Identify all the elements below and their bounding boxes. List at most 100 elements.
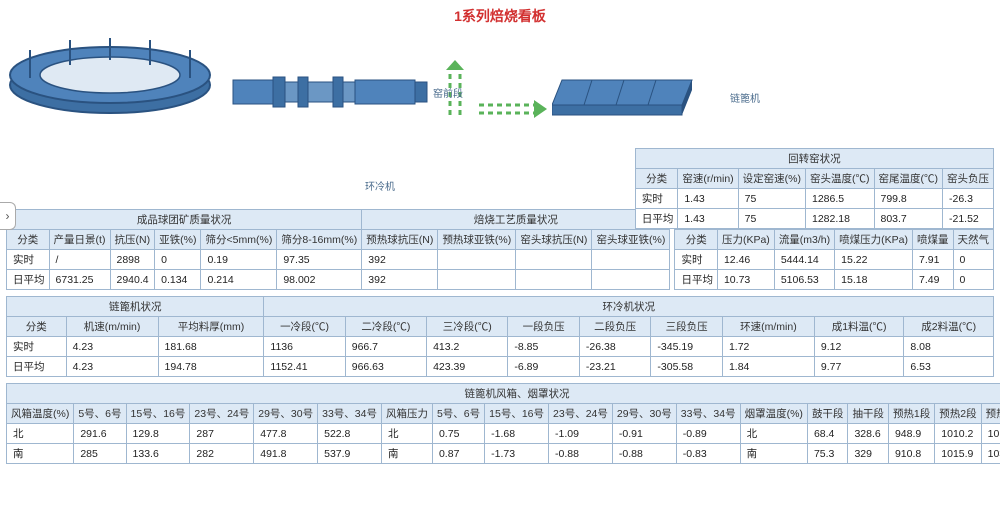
ring-title: 环冷机状况 — [264, 297, 994, 317]
cell: 966.7 — [345, 337, 426, 357]
cell: 2940.4 — [110, 270, 155, 290]
grate-title: 链篦机状况 — [7, 297, 264, 317]
cell: 966.63 — [345, 357, 426, 377]
cell: 4.23 — [66, 337, 158, 357]
cell: 0.87 — [432, 444, 484, 464]
cell: -6.89 — [508, 357, 580, 377]
cell: 0.214 — [201, 270, 277, 290]
col-header: 33号、34号 — [318, 404, 382, 424]
col-header: 设定窑速(%) — [738, 169, 805, 189]
cell: 8.08 — [904, 337, 994, 357]
col-header: 预热2段 — [981, 404, 1000, 424]
cell: 97.35 — [277, 250, 362, 270]
cell: 910.8 — [888, 444, 934, 464]
cell: -0.89 — [676, 424, 740, 444]
col-header: 风箱压力 — [381, 404, 432, 424]
cell: 75.3 — [807, 444, 848, 464]
col-header: 喷煤量 — [913, 230, 954, 250]
cell: 75 — [738, 209, 805, 229]
cell: -21.52 — [943, 209, 994, 229]
col-header: 筛分<5mm(%) — [201, 230, 277, 250]
cell: 282 — [190, 444, 254, 464]
col-header: 预热2段 — [935, 404, 981, 424]
cell: -345.19 — [651, 337, 723, 357]
col-header: 分类 — [635, 169, 678, 189]
cell: -305.58 — [651, 357, 723, 377]
col-header: 窑速(r/min) — [678, 169, 738, 189]
cell: 392 — [362, 270, 438, 290]
cell: 194.78 — [158, 357, 264, 377]
col-header: 分类 — [7, 230, 50, 250]
col-header: 一冷段(℃) — [264, 317, 345, 337]
cell: 实时 — [675, 250, 718, 270]
cell: -26.3 — [943, 189, 994, 209]
cell: 1136 — [264, 337, 345, 357]
cell: 日平均 — [635, 209, 678, 229]
cell — [516, 250, 592, 270]
cell: 1.43 — [678, 189, 738, 209]
cell: -23.21 — [579, 357, 651, 377]
kiln-status-table: 回转窑状况 分类窑速(r/min)设定窑速(%)窑头温度(℃)窑尾温度(℃)窑头… — [635, 148, 994, 229]
col-header: 窑头温度(℃) — [806, 169, 875, 189]
cell: 5444.14 — [774, 250, 834, 270]
col-header: 产量日景(t) — [49, 230, 110, 250]
col-header: 筛分8-16mm(%) — [277, 230, 362, 250]
col-header: 三冷段(℃) — [427, 317, 508, 337]
cell: -0.83 — [676, 444, 740, 464]
col-header: 烟罩温度(%) — [740, 404, 807, 424]
cell: -1.68 — [485, 424, 549, 444]
pellet-quality-table: 成品球团矿质量状况 焙烧工艺质量状况 分类产量日景(t)抗压(N)亚铁(%)筛分… — [6, 209, 670, 290]
cell — [592, 250, 670, 270]
cell: 68.4 — [807, 424, 848, 444]
grate-ring-table: 链篦机状况 环冷机状况 分类机速(m/min)平均料厚(mm)一冷段(℃)二冷段… — [6, 296, 994, 377]
cell: 129.8 — [126, 424, 190, 444]
cell: 1282.18 — [806, 209, 875, 229]
cell: 南 — [381, 444, 432, 464]
cell: 1286.5 — [806, 189, 875, 209]
cell: 12.46 — [717, 250, 774, 270]
cell: 1015.9 — [935, 444, 981, 464]
windbox-table: 链篦机风箱、烟罩状况 风箱温度(%)5号、6号15号、16号23号、24号29号… — [6, 383, 1000, 464]
side-tab[interactable]: › — [0, 202, 16, 230]
cell: -0.88 — [612, 444, 676, 464]
cell: 实时 — [7, 337, 67, 357]
col-header: 29号、30号 — [612, 404, 676, 424]
arrow-right-icon — [479, 100, 549, 120]
cell: 0 — [953, 250, 994, 270]
cell: 9.12 — [814, 337, 904, 357]
col-header: 窑尾温度(℃) — [874, 169, 943, 189]
cell: 287 — [190, 424, 254, 444]
col-header: 一段负压 — [508, 317, 580, 337]
cell: 98.002 — [277, 270, 362, 290]
cell: 15.18 — [835, 270, 913, 290]
cell: -0.91 — [612, 424, 676, 444]
col-header: 33号、34号 — [676, 404, 740, 424]
col-header: 压力(KPa) — [717, 230, 774, 250]
col-header: 天然气 — [953, 230, 994, 250]
cell: 392 — [362, 250, 438, 270]
col-header: 15号、16号 — [126, 404, 190, 424]
col-header: 鼓干段 — [807, 404, 848, 424]
cell: 0.134 — [155, 270, 201, 290]
cell: 1030.4 — [981, 444, 1000, 464]
ring-label: 环冷机 — [365, 178, 395, 193]
cell: 181.68 — [158, 337, 264, 357]
cell: 799.8 — [874, 189, 943, 209]
col-header: 窑头球亚铁(%) — [592, 230, 670, 250]
cell: 75 — [738, 189, 805, 209]
col-header: 窑头球抗压(N) — [516, 230, 592, 250]
cell: 328.6 — [848, 424, 889, 444]
cell: 423.39 — [427, 357, 508, 377]
cell: 522.8 — [318, 424, 382, 444]
cell: -8.85 — [508, 337, 580, 357]
cell: 1152.41 — [264, 357, 345, 377]
col-header: 抽干段 — [848, 404, 889, 424]
grate-icon — [552, 65, 702, 120]
col-header: 二段负压 — [579, 317, 651, 337]
cell: 北 — [381, 424, 432, 444]
cell: 6.53 — [904, 357, 994, 377]
col-header: 抗压(N) — [110, 230, 155, 250]
col-header: 23号、24号 — [190, 404, 254, 424]
ring-cooler-icon — [0, 30, 220, 120]
cell: 日平均 — [7, 357, 67, 377]
